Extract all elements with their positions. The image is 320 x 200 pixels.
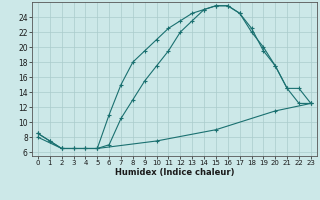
X-axis label: Humidex (Indice chaleur): Humidex (Indice chaleur) — [115, 168, 234, 177]
